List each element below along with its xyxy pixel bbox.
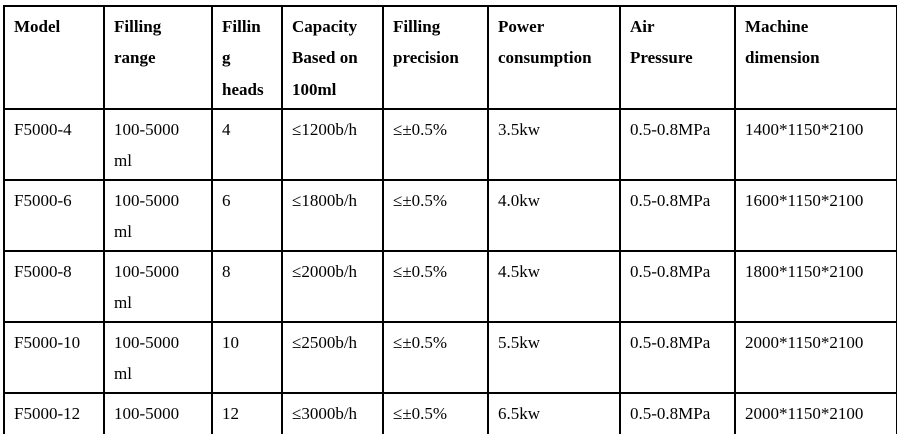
cell-dimension: 1800*1150*2100 — [734, 249, 897, 323]
cell-precision: ≤±0.5% — [382, 391, 489, 434]
cell-precision: ≤±0.5% — [382, 320, 489, 394]
cell-power: 4.0kw — [487, 178, 621, 252]
cell-power: 6.5kw — [487, 391, 621, 434]
cell-power: 5.5kw — [487, 320, 621, 394]
cell-capacity: ≤2000b/h — [281, 249, 384, 323]
cell-air-pressure: 0.5-0.8MPa — [619, 178, 736, 252]
cell-filling-heads: 12 — [211, 391, 283, 434]
header-row: Model Filling range Fillin g heads Capac… — [3, 5, 897, 110]
col-header-air-pressure: Air Pressure — [619, 5, 736, 110]
col-header-power: Power consumption — [487, 5, 621, 110]
cell-dimension: 1600*1150*2100 — [734, 178, 897, 252]
cell-dimension: 1400*1150*2100 — [734, 108, 897, 181]
cell-precision: ≤±0.5% — [382, 178, 489, 252]
col-header-model: Model — [3, 5, 105, 110]
cell-capacity: ≤1200b/h — [281, 108, 384, 181]
table-row: F5000-8 100-5000 ml 8 ≤2000b/h ≤±0.5% 4.… — [3, 249, 897, 323]
col-header-filling-heads: Fillin g heads — [211, 5, 283, 110]
cell-filling-range: 100-5000 ml — [103, 108, 213, 181]
cell-filling-heads: 4 — [211, 108, 283, 181]
table-row: F5000-6 100-5000 ml 6 ≤1800b/h ≤±0.5% 4.… — [3, 178, 897, 252]
cell-model: F5000-12 — [3, 391, 105, 434]
cell-filling-range: 100-5000 ml — [103, 320, 213, 394]
table-row: F5000-4 100-5000 ml 4 ≤1200b/h ≤±0.5% 3.… — [3, 108, 897, 181]
cell-filling-heads: 8 — [211, 249, 283, 323]
cell-model: F5000-10 — [3, 320, 105, 394]
cell-dimension: 2000*1150*2100 — [734, 391, 897, 434]
table-row: F5000-12 100-5000 ml 12 ≤3000b/h ≤±0.5% … — [3, 391, 897, 434]
machine-spec-table: Model Filling range Fillin g heads Capac… — [3, 5, 897, 434]
cell-power: 3.5kw — [487, 108, 621, 181]
cell-model: F5000-6 — [3, 178, 105, 252]
cell-air-pressure: 0.5-0.8MPa — [619, 108, 736, 181]
cell-model: F5000-4 — [3, 108, 105, 181]
col-header-dimension: Machine dimension — [734, 5, 897, 110]
col-header-precision: Filling precision — [382, 5, 489, 110]
cell-precision: ≤±0.5% — [382, 249, 489, 323]
col-header-filling-range: Filling range — [103, 5, 213, 110]
cell-filling-range: 100-5000 ml — [103, 178, 213, 252]
cell-filling-range: 100-5000 ml — [103, 391, 213, 434]
cell-capacity: ≤1800b/h — [281, 178, 384, 252]
table-row: F5000-10 100-5000 ml 10 ≤2500b/h ≤±0.5% … — [3, 320, 897, 394]
cell-filling-range: 100-5000 ml — [103, 249, 213, 323]
cell-filling-heads: 6 — [211, 178, 283, 252]
cell-capacity: ≤2500b/h — [281, 320, 384, 394]
col-header-capacity: Capacity Based on 100ml — [281, 5, 384, 110]
cell-air-pressure: 0.5-0.8MPa — [619, 391, 736, 434]
cell-model: F5000-8 — [3, 249, 105, 323]
cell-capacity: ≤3000b/h — [281, 391, 384, 434]
cell-filling-heads: 10 — [211, 320, 283, 394]
cell-precision: ≤±0.5% — [382, 108, 489, 181]
cell-air-pressure: 0.5-0.8MPa — [619, 320, 736, 394]
cell-power: 4.5kw — [487, 249, 621, 323]
cell-air-pressure: 0.5-0.8MPa — [619, 249, 736, 323]
cell-dimension: 2000*1150*2100 — [734, 320, 897, 394]
